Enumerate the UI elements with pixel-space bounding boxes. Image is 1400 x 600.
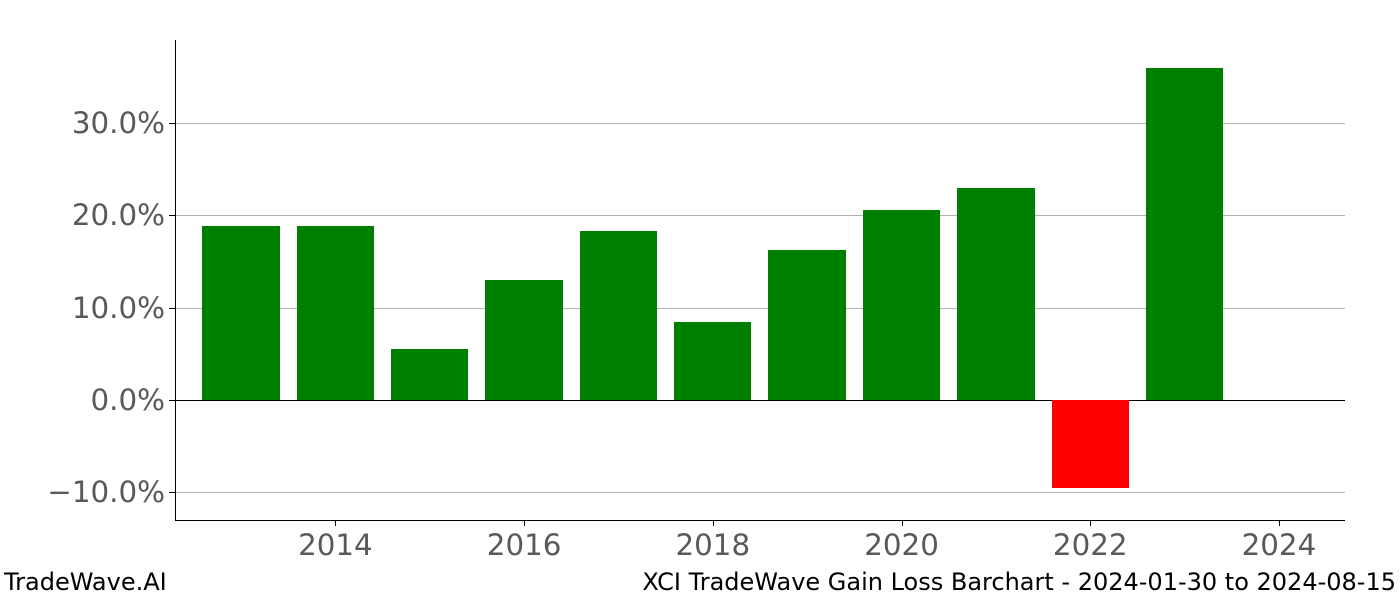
zero-line bbox=[175, 400, 1345, 401]
bar bbox=[297, 226, 374, 400]
x-tick-label: 2020 bbox=[864, 528, 939, 562]
x-tick-mark bbox=[902, 520, 903, 526]
x-tick-label: 2016 bbox=[487, 528, 562, 562]
x-tick-mark bbox=[1279, 520, 1280, 526]
x-tick-label: 2018 bbox=[675, 528, 750, 562]
bar bbox=[957, 188, 1034, 400]
bar bbox=[580, 231, 657, 400]
bar bbox=[1146, 68, 1223, 400]
y-tick-label: 10.0% bbox=[72, 291, 165, 325]
bar bbox=[768, 250, 845, 400]
bar bbox=[1052, 400, 1129, 488]
y-tick-label: 30.0% bbox=[72, 106, 165, 140]
x-axis-spine bbox=[175, 520, 1345, 521]
gridline bbox=[175, 492, 1345, 493]
x-tick-label: 2024 bbox=[1242, 528, 1317, 562]
y-tick-label: 0.0% bbox=[90, 383, 165, 417]
x-tick-label: 2022 bbox=[1053, 528, 1128, 562]
x-tick-mark bbox=[713, 520, 714, 526]
x-tick-mark bbox=[1090, 520, 1091, 526]
y-tick-mark bbox=[169, 492, 175, 493]
y-tick-mark bbox=[169, 123, 175, 124]
y-tick-label: 20.0% bbox=[72, 198, 165, 232]
footer-left-label: TradeWave.AI bbox=[4, 568, 167, 596]
bar bbox=[485, 280, 562, 400]
y-tick-mark bbox=[169, 400, 175, 401]
bar bbox=[863, 210, 940, 400]
footer-right-label: XCI TradeWave Gain Loss Barchart - 2024-… bbox=[642, 568, 1396, 596]
y-tick-mark bbox=[169, 215, 175, 216]
bar bbox=[202, 226, 279, 400]
y-tick-mark bbox=[169, 308, 175, 309]
bar bbox=[391, 349, 468, 400]
x-tick-mark bbox=[335, 520, 336, 526]
x-tick-label: 2014 bbox=[298, 528, 373, 562]
x-tick-mark bbox=[524, 520, 525, 526]
y-tick-label: −10.0% bbox=[47, 475, 165, 509]
bar bbox=[674, 322, 751, 400]
y-axis-spine bbox=[175, 40, 176, 520]
